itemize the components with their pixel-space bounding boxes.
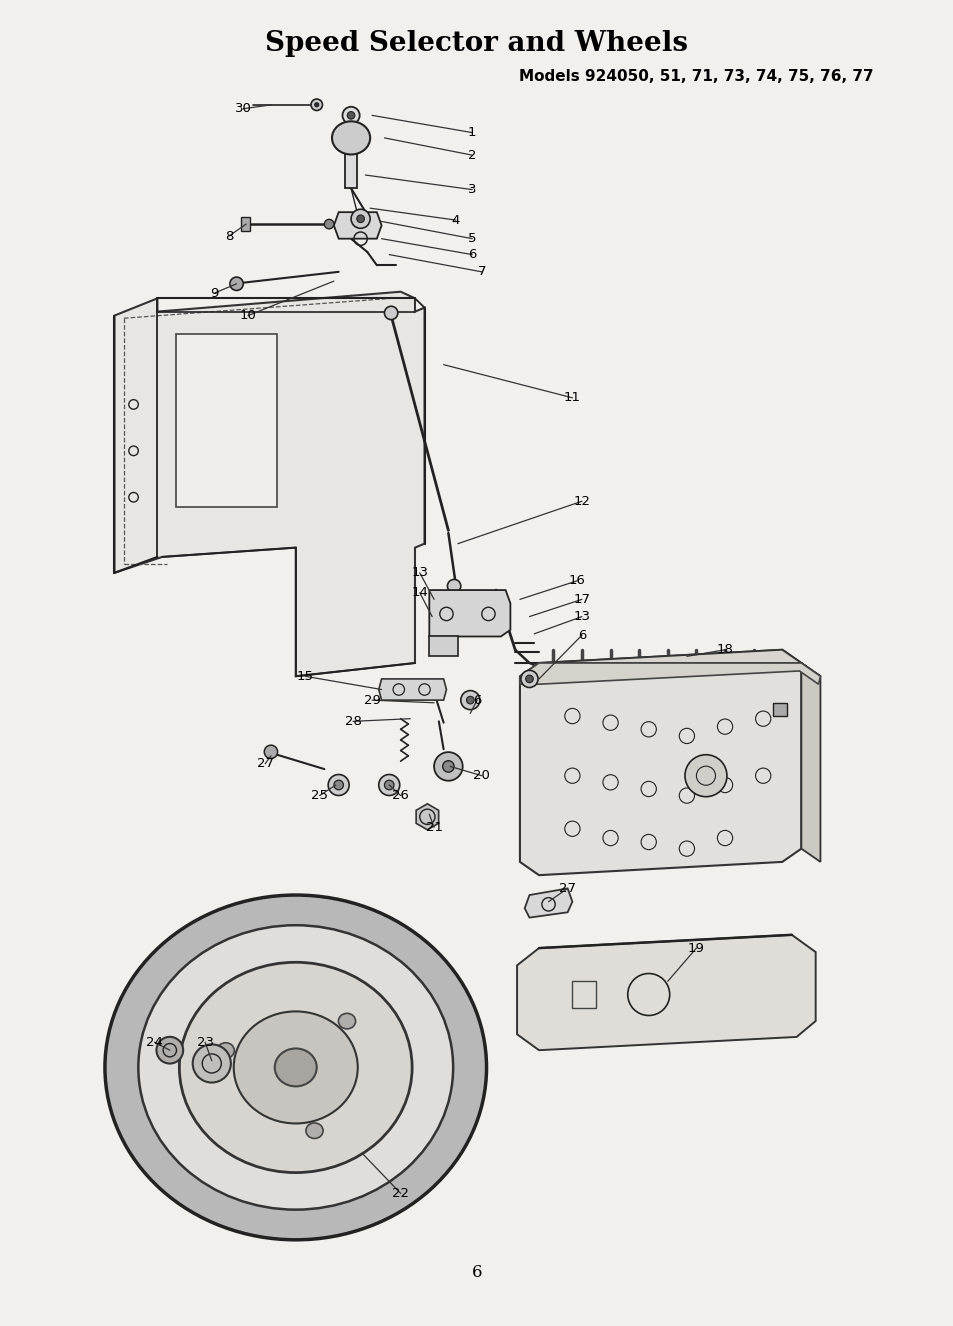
Text: 28: 28 <box>344 715 361 728</box>
Circle shape <box>525 675 533 683</box>
Circle shape <box>384 780 394 790</box>
Circle shape <box>384 306 397 320</box>
Text: 11: 11 <box>563 391 580 404</box>
Text: 17: 17 <box>573 593 590 606</box>
Polygon shape <box>345 154 356 188</box>
Circle shape <box>264 745 277 758</box>
Ellipse shape <box>274 1049 316 1086</box>
Text: Models 924050, 51, 71, 73, 74, 75, 76, 77: Models 924050, 51, 71, 73, 74, 75, 76, 7… <box>518 69 873 85</box>
Ellipse shape <box>217 1042 234 1058</box>
Text: 29: 29 <box>363 693 380 707</box>
Polygon shape <box>416 804 438 830</box>
Polygon shape <box>772 703 786 716</box>
Polygon shape <box>241 217 250 231</box>
Text: 6: 6 <box>471 1265 482 1281</box>
Text: 20: 20 <box>473 769 490 782</box>
Text: 14: 14 <box>411 586 428 599</box>
Text: 4: 4 <box>452 213 459 227</box>
Ellipse shape <box>332 122 370 155</box>
Circle shape <box>324 219 334 229</box>
Polygon shape <box>524 888 572 918</box>
Circle shape <box>193 1045 231 1082</box>
Circle shape <box>460 691 479 709</box>
Text: 24: 24 <box>146 1036 163 1049</box>
Polygon shape <box>114 292 424 676</box>
Text: 6: 6 <box>473 693 480 707</box>
Text: 22: 22 <box>392 1187 409 1200</box>
Circle shape <box>347 111 355 119</box>
Circle shape <box>334 780 343 790</box>
Text: 30: 30 <box>234 102 252 115</box>
Text: 27: 27 <box>558 882 576 895</box>
Circle shape <box>378 774 399 796</box>
Ellipse shape <box>233 1012 357 1123</box>
Text: 26: 26 <box>392 789 409 802</box>
Text: 16: 16 <box>568 574 585 587</box>
Circle shape <box>442 761 454 772</box>
Text: 1: 1 <box>468 126 476 139</box>
Text: 13: 13 <box>573 610 590 623</box>
Ellipse shape <box>179 963 412 1172</box>
Circle shape <box>447 579 460 593</box>
Ellipse shape <box>105 895 486 1240</box>
Text: 25: 25 <box>311 789 328 802</box>
Circle shape <box>314 103 318 106</box>
Polygon shape <box>519 663 820 684</box>
Polygon shape <box>429 636 457 656</box>
Text: 3: 3 <box>468 183 476 196</box>
Text: Speed Selector and Wheels: Speed Selector and Wheels <box>265 30 688 57</box>
Circle shape <box>351 210 370 228</box>
Text: 6: 6 <box>578 629 585 642</box>
Circle shape <box>328 774 349 796</box>
Text: 15: 15 <box>296 670 314 683</box>
Circle shape <box>434 752 462 781</box>
Text: 2: 2 <box>468 149 476 162</box>
Polygon shape <box>378 679 446 700</box>
Ellipse shape <box>306 1123 323 1139</box>
Text: 5: 5 <box>468 232 476 245</box>
Circle shape <box>311 99 322 110</box>
Text: 13: 13 <box>411 566 428 579</box>
Polygon shape <box>334 212 381 239</box>
Text: 18: 18 <box>716 643 733 656</box>
Text: 7: 7 <box>477 265 485 278</box>
Polygon shape <box>801 663 820 862</box>
Text: 27: 27 <box>256 757 274 770</box>
Polygon shape <box>517 935 815 1050</box>
Polygon shape <box>176 334 276 507</box>
Text: 19: 19 <box>687 941 704 955</box>
Circle shape <box>156 1037 183 1063</box>
Circle shape <box>342 107 359 123</box>
Text: 8: 8 <box>225 229 233 243</box>
Text: 10: 10 <box>239 309 256 322</box>
Text: 9: 9 <box>211 286 218 300</box>
Polygon shape <box>429 590 510 636</box>
Text: 12: 12 <box>573 495 590 508</box>
Circle shape <box>520 671 537 687</box>
Circle shape <box>466 696 474 704</box>
Text: 6: 6 <box>468 248 476 261</box>
Text: 21: 21 <box>425 821 442 834</box>
Circle shape <box>684 754 726 797</box>
Circle shape <box>356 215 364 223</box>
Ellipse shape <box>338 1013 355 1029</box>
Polygon shape <box>538 650 820 676</box>
Circle shape <box>230 277 243 290</box>
Text: 23: 23 <box>196 1036 213 1049</box>
Polygon shape <box>519 650 801 875</box>
Ellipse shape <box>138 926 453 1209</box>
